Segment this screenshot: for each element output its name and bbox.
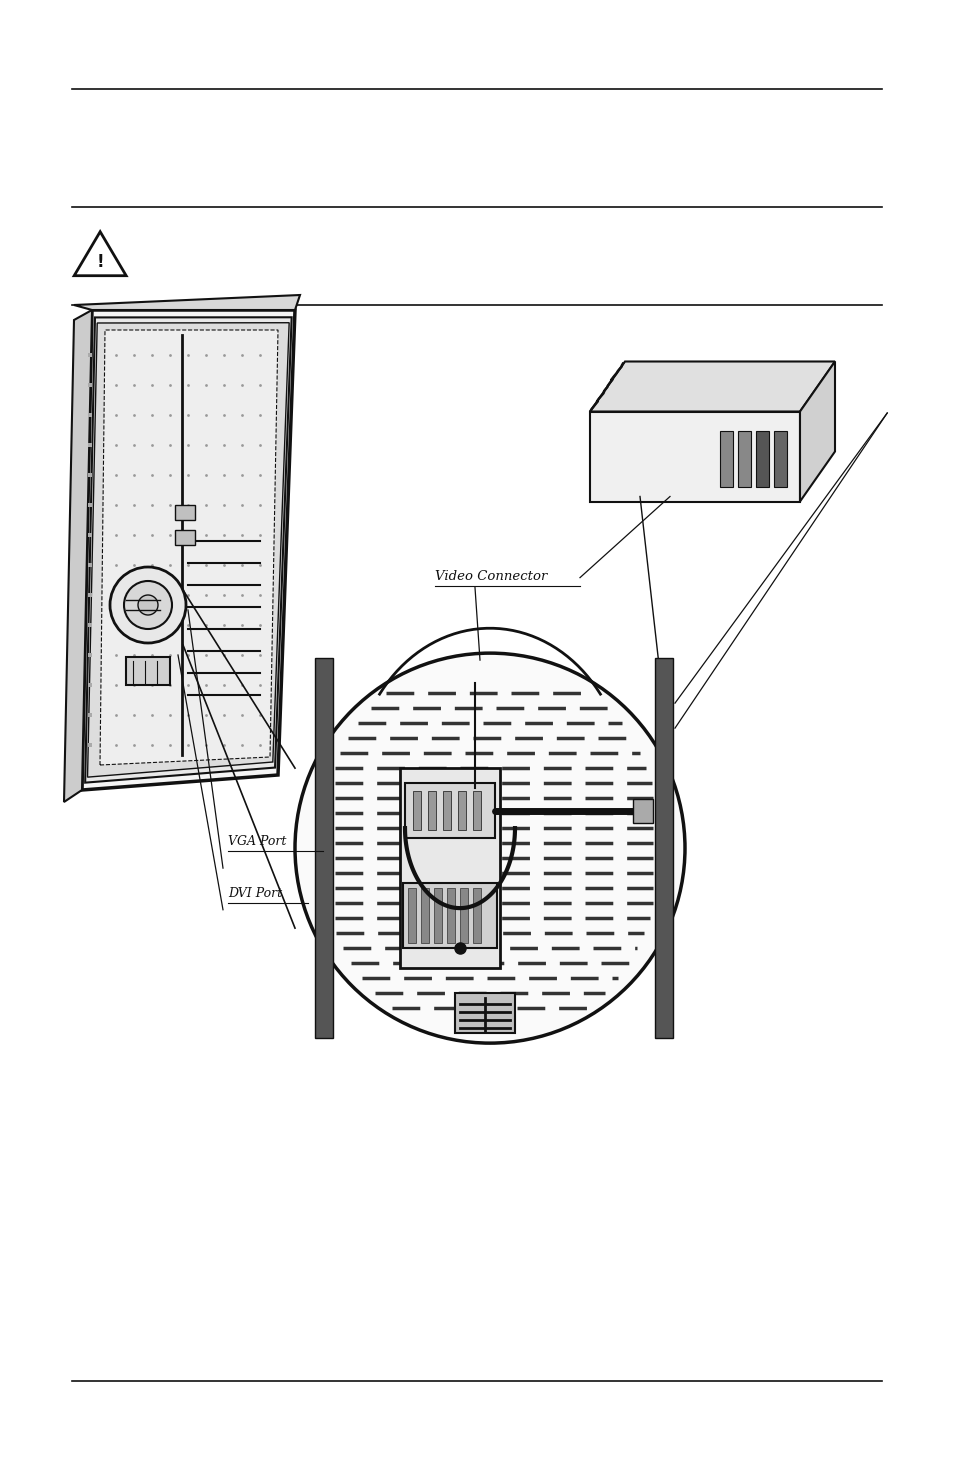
Bar xyxy=(633,798,652,823)
Bar xyxy=(738,432,750,487)
Polygon shape xyxy=(88,323,289,777)
Bar xyxy=(473,888,480,943)
Polygon shape xyxy=(800,361,834,502)
Bar xyxy=(402,884,497,948)
Bar xyxy=(455,993,515,1032)
Text: DVI Port: DVI Port xyxy=(228,886,282,900)
Polygon shape xyxy=(74,295,299,310)
Bar xyxy=(420,888,429,943)
Circle shape xyxy=(294,653,684,1043)
Bar xyxy=(459,888,468,943)
Bar xyxy=(399,768,499,968)
Bar xyxy=(174,504,194,521)
Bar xyxy=(405,783,495,838)
Bar xyxy=(413,791,420,830)
Bar xyxy=(755,432,768,487)
Bar xyxy=(126,656,170,684)
Bar xyxy=(655,658,672,1038)
Text: Video Connector: Video Connector xyxy=(435,569,547,583)
Bar xyxy=(428,791,436,830)
Polygon shape xyxy=(100,330,277,766)
Polygon shape xyxy=(64,310,91,802)
Text: !: ! xyxy=(96,252,104,271)
Circle shape xyxy=(124,581,172,628)
Bar xyxy=(174,530,194,544)
Polygon shape xyxy=(74,232,126,276)
Bar xyxy=(773,432,786,487)
Polygon shape xyxy=(589,361,834,412)
Polygon shape xyxy=(85,317,292,783)
Bar xyxy=(442,791,451,830)
Bar xyxy=(473,791,480,830)
Bar xyxy=(434,888,441,943)
Bar xyxy=(720,432,732,487)
Bar xyxy=(314,658,333,1038)
Polygon shape xyxy=(82,310,294,791)
Circle shape xyxy=(138,594,158,615)
Bar xyxy=(408,888,416,943)
Polygon shape xyxy=(589,412,800,502)
Bar xyxy=(457,791,465,830)
Text: VGA Port: VGA Port xyxy=(228,835,286,848)
Circle shape xyxy=(110,566,186,643)
Bar xyxy=(447,888,455,943)
